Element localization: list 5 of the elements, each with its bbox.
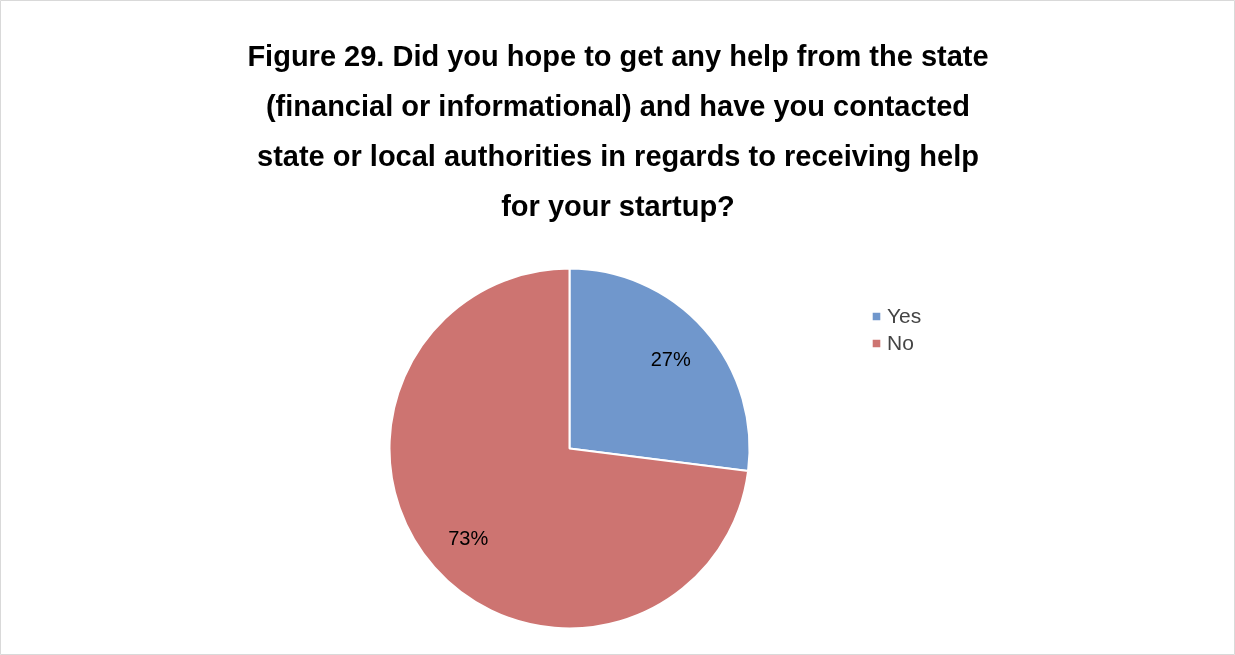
legend-label: No <box>887 331 914 355</box>
data-label: 27% <box>650 348 691 371</box>
legend-label: Yes <box>887 304 922 328</box>
chart-title: Figure 29. Did you hope to get any help from the state (financial or informational) and have you contacted state or local authorities in regards to receiving help for your startup? <box>247 39 989 222</box>
data-label: 73% <box>448 526 489 549</box>
